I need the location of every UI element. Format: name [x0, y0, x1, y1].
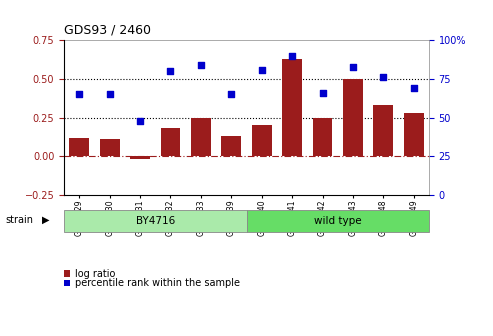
Text: strain: strain — [5, 215, 33, 225]
Bar — [221, 136, 241, 156]
Point — [318, 90, 326, 95]
Point — [227, 92, 235, 97]
Point — [410, 86, 418, 91]
Text: percentile rank within the sample: percentile rank within the sample — [75, 278, 240, 288]
Bar — [100, 139, 120, 156]
Bar — [343, 79, 363, 156]
Point — [106, 92, 113, 97]
Point — [136, 118, 144, 123]
Bar — [161, 128, 180, 156]
Point — [75, 92, 83, 97]
Text: ▶: ▶ — [42, 215, 49, 225]
Bar — [313, 118, 332, 156]
Point — [380, 75, 387, 80]
Point — [288, 53, 296, 58]
Point — [197, 62, 205, 68]
Bar — [130, 156, 150, 159]
Bar — [64, 210, 246, 232]
Point — [349, 64, 357, 69]
Bar — [404, 113, 423, 156]
Text: GDS93 / 2460: GDS93 / 2460 — [64, 24, 151, 37]
Bar — [252, 125, 272, 156]
Bar — [191, 118, 211, 156]
Text: log ratio: log ratio — [75, 268, 115, 279]
Point — [258, 67, 266, 72]
Bar — [70, 138, 89, 156]
Bar — [282, 59, 302, 156]
Text: BY4716: BY4716 — [136, 216, 175, 226]
Point — [167, 69, 175, 74]
Text: wild type: wild type — [314, 216, 361, 226]
Bar — [373, 105, 393, 156]
Bar — [246, 210, 429, 232]
